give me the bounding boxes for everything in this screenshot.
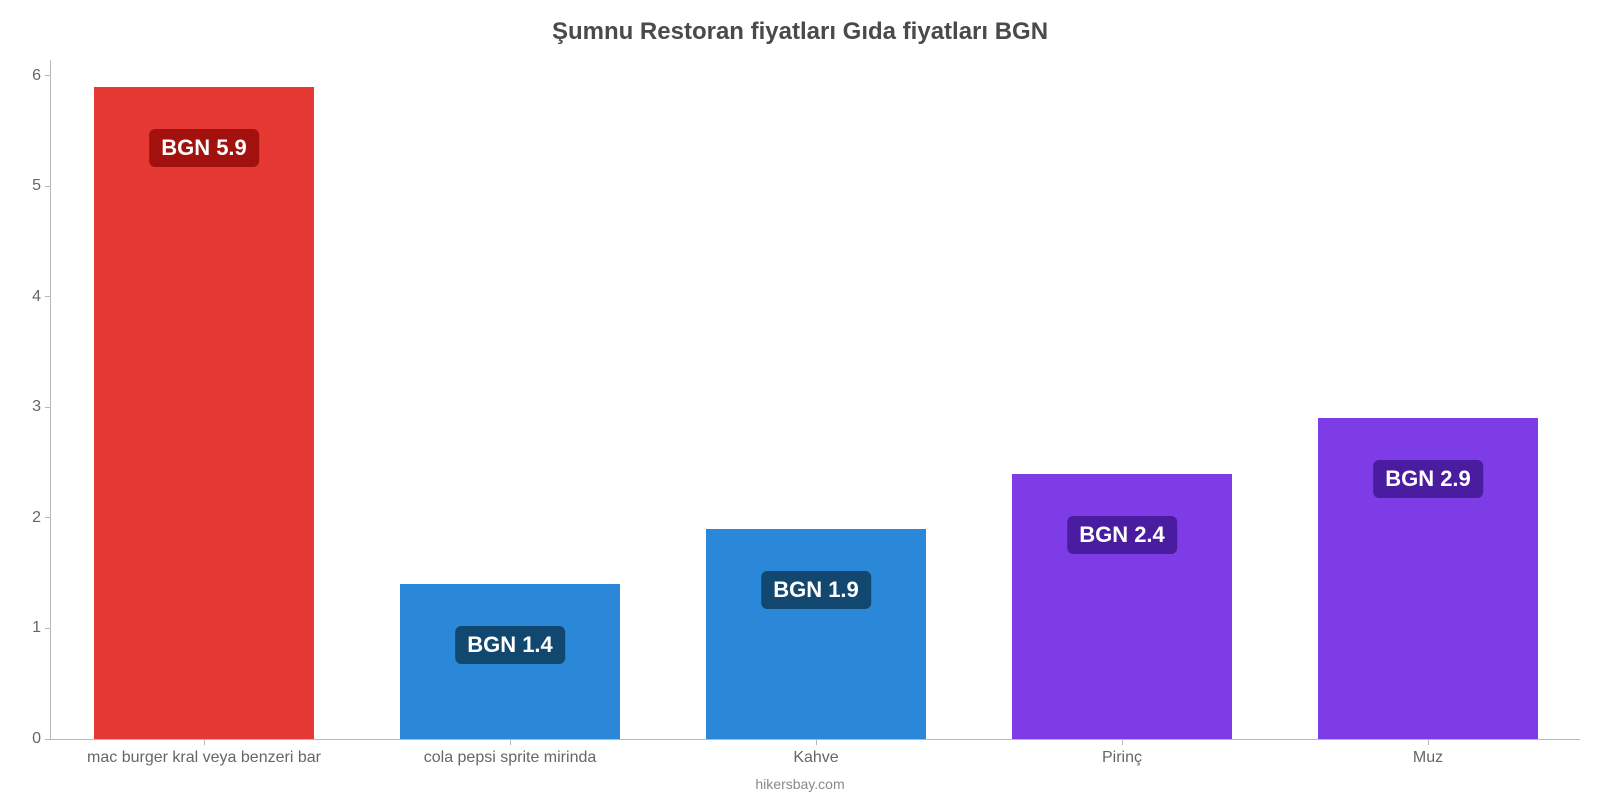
y-tick-label: 3	[32, 398, 51, 416]
bar: BGN 2.4	[1012, 474, 1232, 739]
x-tick-label: mac burger kral veya benzeri bar	[87, 739, 321, 767]
x-tick-label: Muz	[1413, 739, 1443, 767]
price-bar-chart: Şumnu Restoran fiyatları Gıda fiyatları …	[0, 0, 1600, 800]
x-tick-label: cola pepsi sprite mirinda	[424, 739, 597, 767]
bar-value-badge: BGN 5.9	[149, 129, 259, 167]
y-tick-label: 5	[32, 177, 51, 195]
y-tick-label: 4	[32, 288, 51, 306]
bar-value-badge: BGN 1.9	[761, 571, 871, 609]
plot-area: 0123456mac burger kral veya benzeri barB…	[50, 60, 1580, 740]
x-tick-label: Pirinç	[1102, 739, 1142, 767]
bar-value-badge: BGN 1.4	[455, 626, 565, 664]
bar-value-badge: BGN 2.9	[1373, 460, 1483, 498]
chart-attribution: hikersbay.com	[0, 776, 1600, 792]
bar: BGN 2.9	[1318, 418, 1538, 739]
y-tick-label: 0	[32, 730, 51, 748]
bar-value-badge: BGN 2.4	[1067, 516, 1177, 554]
y-tick-label: 2	[32, 509, 51, 527]
chart-title: Şumnu Restoran fiyatları Gıda fiyatları …	[0, 18, 1600, 46]
y-tick-label: 6	[32, 67, 51, 85]
bar: BGN 1.9	[706, 529, 926, 739]
bar: BGN 1.4	[400, 584, 620, 739]
y-tick-label: 1	[32, 619, 51, 637]
bar: BGN 5.9	[94, 87, 314, 739]
x-tick-label: Kahve	[793, 739, 838, 767]
